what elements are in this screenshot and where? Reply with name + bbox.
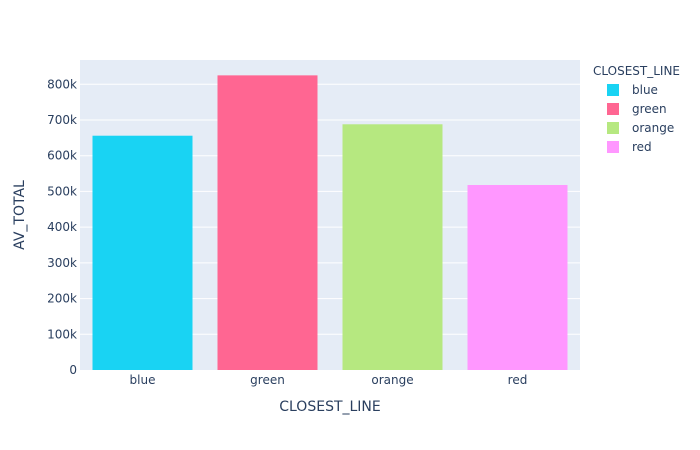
y-tick-label: 300k: [47, 256, 77, 270]
legend-label-red[interactable]: red: [632, 140, 652, 154]
legend-label-green[interactable]: green: [632, 102, 667, 116]
y-tick-label: 100k: [47, 327, 77, 341]
y-tick-label: 500k: [47, 184, 77, 198]
y-axis-title: AV_TOTAL: [12, 180, 28, 250]
bar-orange[interactable]: [342, 124, 443, 371]
x-tick-label: orange: [371, 373, 413, 387]
y-tick-label: 200k: [47, 292, 77, 306]
legend-title: CLOSEST_LINE: [593, 64, 680, 78]
bars: [92, 75, 568, 371]
y-tick-label: 700k: [47, 113, 77, 127]
y-tick-label: 800k: [47, 77, 77, 91]
x-axis-ticks: blue green orange red: [130, 373, 528, 387]
bar-blue[interactable]: [92, 135, 193, 370]
legend-swatch-green[interactable]: [607, 103, 619, 115]
x-tick-label: blue: [130, 373, 156, 387]
legend: CLOSEST_LINE blue green orange red: [593, 64, 680, 154]
legend-label-blue[interactable]: blue: [632, 83, 658, 97]
legend-swatch-blue[interactable]: [607, 84, 619, 96]
legend-swatch-orange[interactable]: [607, 122, 619, 134]
y-tick-label: 400k: [47, 220, 77, 234]
y-tick-label: 0: [69, 363, 77, 377]
x-axis-title: CLOSEST_LINE: [279, 399, 381, 415]
x-tick-label: green: [250, 373, 285, 387]
legend-label-orange[interactable]: orange: [632, 121, 674, 135]
x-tick-label: red: [508, 373, 528, 387]
bar-red[interactable]: [467, 185, 568, 370]
y-tick-label: 600k: [47, 149, 77, 163]
y-axis-ticks: 0 100k 200k 300k 400k 500k 600k 700k 800k: [47, 77, 77, 377]
bar-green[interactable]: [217, 75, 318, 370]
legend-swatch-red[interactable]: [607, 141, 619, 153]
